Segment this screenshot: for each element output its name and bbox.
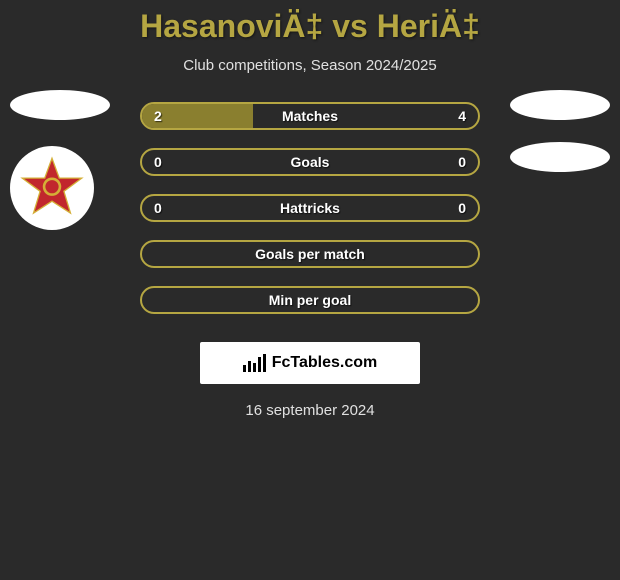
player-left-ellipse	[10, 90, 110, 120]
stat-row-gpm: Goals per match	[140, 240, 480, 268]
brand-text: FcTables.com	[272, 354, 378, 372]
stat-right-value: 0	[458, 154, 466, 170]
stat-row-mpg: Min per goal	[140, 286, 480, 314]
team-left-logo	[10, 146, 94, 230]
stat-row-matches: 2 Matches 4	[140, 102, 480, 130]
player-right-ellipse-1	[510, 90, 610, 120]
stats-area: 2 Matches 4 0 Goals 0 0 Hattricks 0 Goal…	[0, 102, 620, 314]
brand-box[interactable]: FcTables.com	[200, 342, 420, 384]
stat-right-value: 0	[458, 200, 466, 216]
page-title: HasanoviÄ‡ vs HeriÄ‡	[0, 8, 620, 45]
stat-label: Goals per match	[142, 246, 478, 262]
stat-row-goals: 0 Goals 0	[140, 148, 480, 176]
chart-icon	[243, 354, 266, 372]
star-icon	[19, 155, 85, 221]
stat-label: Matches	[142, 108, 478, 124]
page-subtitle: Club competitions, Season 2024/2025	[0, 57, 620, 74]
stat-label: Min per goal	[142, 292, 478, 308]
right-badges	[510, 90, 610, 172]
widget-container: HasanoviÄ‡ vs HeriÄ‡ Club competitions, …	[0, 0, 620, 419]
stat-row-hattricks: 0 Hattricks 0	[140, 194, 480, 222]
stat-rows: 2 Matches 4 0 Goals 0 0 Hattricks 0 Goal…	[140, 102, 480, 314]
stat-label: Hattricks	[142, 200, 478, 216]
left-badges	[10, 90, 110, 230]
stat-right-value: 4	[458, 108, 466, 124]
stat-label: Goals	[142, 154, 478, 170]
date-text: 16 september 2024	[0, 402, 620, 419]
player-right-ellipse-2	[510, 142, 610, 172]
